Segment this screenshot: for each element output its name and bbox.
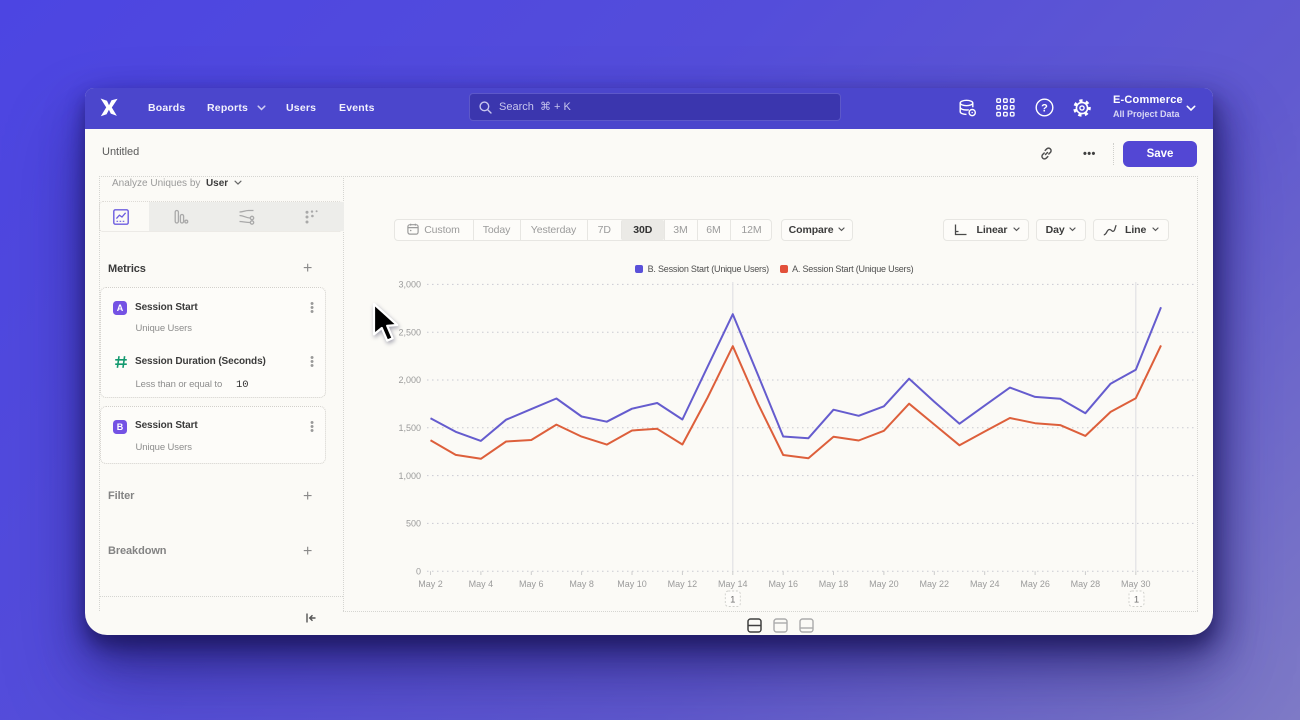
svg-text:2,000: 2,000 (398, 375, 421, 385)
svg-text:May 6: May 6 (519, 579, 544, 589)
svg-text:?: ? (1041, 102, 1048, 114)
svg-text:May 30: May 30 (1121, 579, 1151, 589)
svg-text:500: 500 (406, 519, 421, 529)
svg-text:May 4: May 4 (469, 579, 494, 589)
svg-text:1: 1 (1134, 595, 1139, 606)
svg-text:May 18: May 18 (819, 579, 849, 589)
svg-text:2,500: 2,500 (398, 327, 421, 337)
svg-text:May 20: May 20 (869, 579, 899, 589)
svg-text:May 8: May 8 (569, 579, 594, 589)
svg-text:May 12: May 12 (668, 579, 698, 589)
svg-text:May 28: May 28 (1071, 579, 1101, 589)
svg-text:May 26: May 26 (1020, 579, 1050, 589)
svg-text:May 24: May 24 (970, 579, 1000, 589)
svg-text:May 22: May 22 (920, 579, 950, 589)
svg-text:May 14: May 14 (718, 579, 748, 589)
svg-text:May 10: May 10 (617, 579, 647, 589)
svg-text:0: 0 (416, 566, 421, 576)
svg-text:1,000: 1,000 (398, 471, 421, 481)
svg-text:1: 1 (730, 595, 735, 606)
svg-text:May 2: May 2 (418, 579, 443, 589)
svg-text:1,500: 1,500 (398, 423, 421, 433)
svg-text:3,000: 3,000 (398, 280, 421, 290)
svg-text:May 16: May 16 (768, 579, 798, 589)
